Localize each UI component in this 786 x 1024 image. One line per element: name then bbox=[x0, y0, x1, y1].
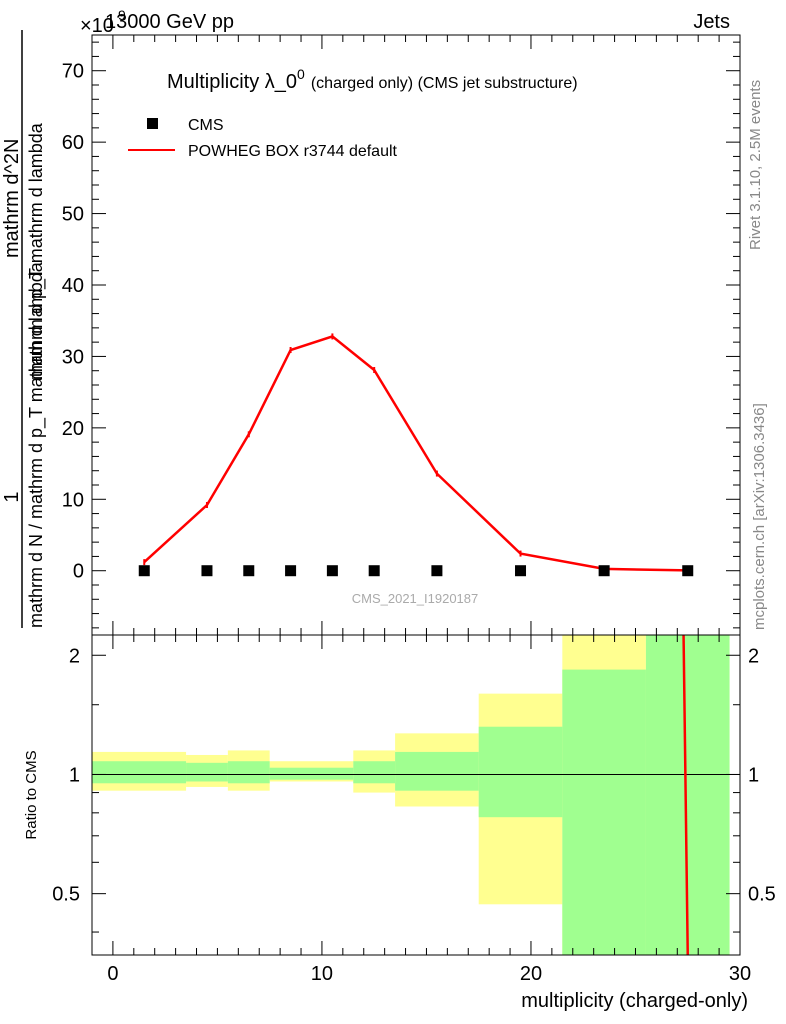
ylabel-one: 1 bbox=[1, 491, 23, 502]
cms-data-point bbox=[285, 565, 297, 577]
main-ytick-label: 30 bbox=[62, 346, 84, 368]
x-axis-title: multiplicity (charged-only) bbox=[521, 990, 748, 1012]
cms-data-point bbox=[682, 565, 694, 577]
main-ytick-label: 60 bbox=[62, 132, 84, 154]
title-rest: (charged only) (CMS jet substructure) bbox=[311, 75, 578, 92]
chart-title: Multiplicity λ_00 (charged only) (CMS jet… bbox=[167, 66, 578, 93]
ratio-ytick-label-left: 0.5 bbox=[52, 884, 80, 906]
ratio-band-inner bbox=[562, 669, 646, 955]
ratio-plot-frame bbox=[91, 634, 741, 956]
ratio-band-inner bbox=[227, 761, 270, 784]
main-ytick-label: 10 bbox=[62, 489, 84, 511]
main-ylabel: 1 mathrm d N / mathrm d p_T mathrm d lam… bbox=[1, 30, 47, 628]
energy-label: 13000 GeV pp bbox=[105, 11, 234, 33]
title-main: Multiplicity λ_0 bbox=[167, 71, 297, 93]
ratio-xtick-label: 0 bbox=[107, 963, 118, 985]
cms-data-point bbox=[326, 565, 338, 577]
rivet-label: Rivet 3.1.10, 2.5M events bbox=[747, 80, 764, 250]
ratio-xtick-label: 20 bbox=[520, 963, 542, 985]
main-marks bbox=[138, 333, 694, 577]
legend-cms-label: CMS bbox=[188, 117, 224, 134]
cms-data-point bbox=[515, 565, 527, 577]
ratio-ytick-label-left: 2 bbox=[69, 645, 80, 667]
main-ytick-label: 40 bbox=[62, 275, 84, 297]
ratio-marks bbox=[92, 634, 740, 956]
ratio-band-inner bbox=[269, 767, 354, 780]
ratio-bands bbox=[92, 635, 730, 955]
cms-data-point bbox=[431, 565, 443, 577]
ratio-band-inner bbox=[353, 761, 396, 784]
ratio-band-inner bbox=[92, 761, 187, 784]
ratio-ytick-label-right: 0.5 bbox=[748, 884, 776, 906]
title-sup: 0 bbox=[297, 66, 305, 82]
exponent-power: 9 bbox=[118, 7, 126, 23]
main-ytick-label: 50 bbox=[62, 204, 84, 226]
ylabel-right-num: mathrm d^2N bbox=[1, 139, 23, 258]
cms-data-point bbox=[368, 565, 380, 577]
process-label: Jets bbox=[693, 11, 730, 33]
exponent-label: ×10 bbox=[80, 15, 114, 37]
ratio-ytick-label-right: 2 bbox=[748, 645, 759, 667]
cms-data-point bbox=[243, 565, 255, 577]
ratio-ytick-label-right: 1 bbox=[748, 764, 759, 786]
ratio-axes: 0.5 0.51 12 20 10 20 30 bbox=[52, 635, 776, 985]
analysis-id: CMS_2021_I1920187 bbox=[352, 591, 479, 606]
cms-data-point bbox=[201, 565, 213, 577]
legend-cms-marker bbox=[147, 118, 158, 129]
main-ytick-label: 20 bbox=[62, 418, 84, 440]
ratio-xtick-label: 30 bbox=[729, 963, 751, 985]
ratio-mc-line bbox=[682, 634, 689, 956]
ylabel-right-den: mathrm d p_T mathrm d lambda bbox=[26, 122, 47, 380]
ratio-band-inner bbox=[395, 751, 479, 791]
main-axes: 0 10 20 30 40 50 60 70 bbox=[62, 35, 741, 635]
main-ytick-label: 0 bbox=[73, 561, 84, 583]
main-ytick-label: 70 bbox=[62, 61, 84, 83]
ratio-band-inner bbox=[478, 726, 563, 818]
ratio-band-inner bbox=[186, 762, 228, 782]
legend: CMS POWHEG BOX r3744 default bbox=[128, 117, 398, 160]
ratio-ylabel: Ratio to CMS bbox=[23, 750, 40, 839]
ratio-ytick-label-left: 1 bbox=[69, 764, 80, 786]
ratio-xtick-label: 10 bbox=[311, 963, 333, 985]
legend-mc-label: POWHEG BOX r3744 default bbox=[188, 143, 398, 160]
mcplots-label: mcplots.cern.ch [arXiv:1306.3436] bbox=[751, 403, 768, 630]
cms-data-point bbox=[138, 565, 150, 577]
cms-data-point bbox=[598, 565, 610, 577]
mc-series-line bbox=[143, 335, 688, 572]
ylabel-left-bottom: mathrm d N / mathrm d p_T mathrm d lambd… bbox=[26, 261, 47, 628]
